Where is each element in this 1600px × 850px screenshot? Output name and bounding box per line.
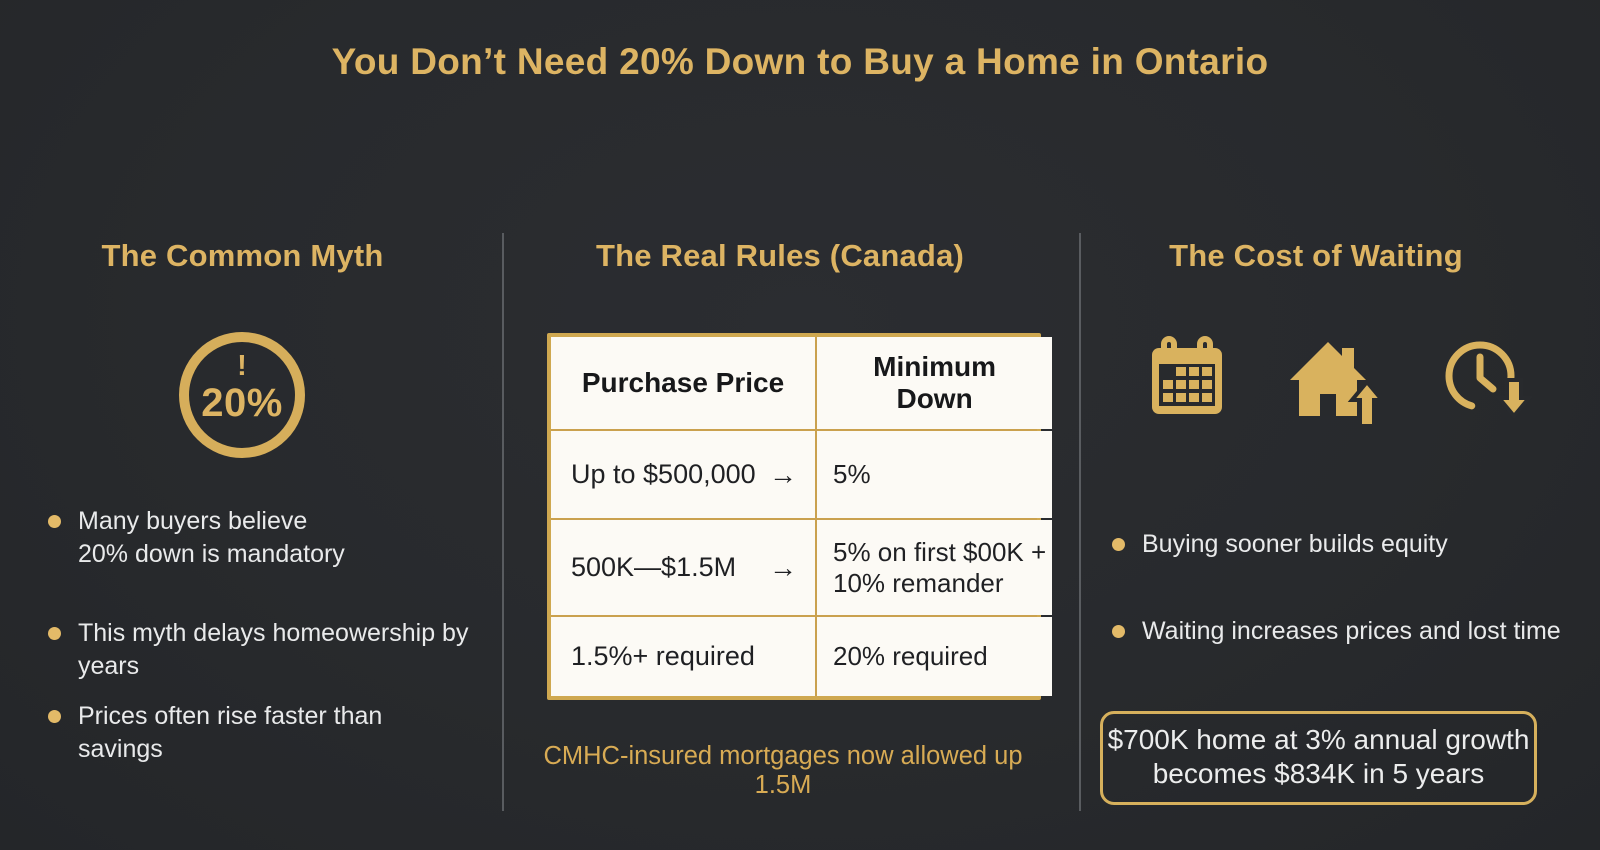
down-text: 10% remander	[833, 567, 1004, 598]
bullet-line: savings	[78, 735, 163, 763]
price-cell: Up to $500,000 →	[551, 431, 815, 518]
list-item: Waiting increases prices and lost time	[1112, 615, 1582, 648]
price-text: 1.5%+ required	[571, 641, 755, 671]
cmhc-note: CMHC-insured mortgages now allowed up 1.…	[543, 742, 1023, 799]
calendar-icon	[1152, 336, 1222, 414]
right-arrow-icon: →	[769, 551, 797, 583]
clock-down-icon	[1445, 341, 1532, 420]
bullet-line: Many buyers believe	[78, 507, 308, 535]
list-item: Many buyers believe 20% down is mandator…	[48, 505, 498, 571]
right-arrow-icon: →	[769, 458, 797, 490]
callout-line: $700K home at 3% annual growth	[1107, 724, 1530, 755]
down-cell: 5%	[817, 431, 1053, 518]
waiting-bullet-list: Buying sooner builds equity Waiting incr…	[1112, 528, 1582, 648]
bullet-line: Buying sooner builds equity	[1142, 530, 1448, 558]
page-title: You Don’t Need 20% Down to Buy a Home in…	[331, 40, 1269, 82]
rules-heading: The Real Rules (Canada)	[595, 238, 965, 273]
down-text: 20% required	[833, 641, 988, 671]
bullet-dot-icon	[48, 627, 61, 640]
myth-bullet-list: Many buyers believe 20% down is mandator…	[48, 505, 498, 766]
down-payment-table: Purchase Price Minimum Down Up to $500,0…	[547, 333, 1053, 700]
table-header-minimum-down: Minimum Down	[817, 337, 1053, 429]
myth-heading: The Common Myth	[101, 238, 384, 273]
price-cell: 500K—$1.5M →	[551, 520, 815, 615]
warning-20-percent-badge: ! 20%	[179, 332, 305, 458]
exclamation-mark: !	[237, 350, 247, 382]
down-text: 5%	[833, 459, 871, 489]
list-item: Buying sooner builds equity	[1112, 528, 1582, 561]
header-line: Minimum	[873, 351, 997, 382]
header-line: Down	[896, 383, 973, 414]
column-divider	[502, 233, 504, 811]
bullet-line: 20% down is mandatory	[78, 540, 345, 568]
house-growth-icon	[1290, 342, 1380, 428]
price-cell: 1.5%+ required	[551, 617, 815, 696]
bullet-dot-icon	[48, 710, 61, 723]
list-item: Prices often rise faster than savings	[48, 700, 498, 766]
price-text: 500K—$1.5M	[571, 552, 737, 582]
growth-callout: $700K home at 3% annual growth becomes $…	[1100, 711, 1537, 805]
bullet-dot-icon	[48, 515, 61, 528]
bullet-line: Prices often rise faster than	[78, 702, 383, 730]
badge-value: 20%	[201, 381, 283, 425]
column-divider	[1079, 233, 1081, 811]
bullet-dot-icon	[1112, 625, 1125, 638]
down-cell: 20% required	[817, 617, 1053, 696]
waiting-heading: The Cost of Waiting	[1169, 238, 1463, 273]
down-cell: 5% on first $00K + 10% remander	[817, 520, 1053, 615]
bullet-line: This myth delays homeowership by	[78, 619, 469, 647]
bullet-line: Waiting increases prices and lost time	[1142, 617, 1561, 645]
table-header-purchase-price: Purchase Price	[551, 337, 815, 429]
price-text: Up to $500,000	[571, 459, 756, 489]
callout-line: becomes $834K in 5 years	[1152, 758, 1485, 789]
bullet-line: years	[78, 652, 140, 680]
down-text: 5% on first $00K +	[833, 536, 1047, 567]
bullet-dot-icon	[1112, 538, 1125, 551]
list-item: This myth delays homeowership by years	[48, 617, 498, 683]
waiting-icons-row	[1150, 336, 1532, 428]
